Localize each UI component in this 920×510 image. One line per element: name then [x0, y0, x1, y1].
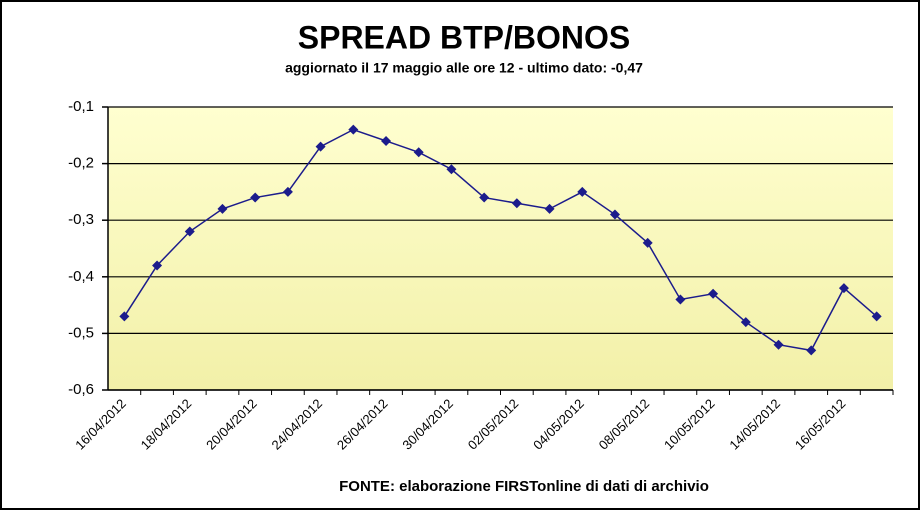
point-marker	[708, 288, 719, 299]
point-marker	[217, 203, 228, 214]
series-line	[123, 128, 878, 352]
point-marker	[152, 260, 163, 271]
chart-title: SPREAD BTP/BONOS	[298, 19, 630, 55]
y-tick-label: -0,2	[68, 155, 94, 172]
point-marker	[446, 164, 457, 175]
point-marker	[838, 283, 849, 294]
point-marker	[315, 141, 326, 152]
point-marker	[773, 339, 784, 350]
point-marker	[740, 317, 751, 328]
y-tick-label: -0,4	[68, 268, 94, 285]
y-tick-label: -0,1	[68, 98, 94, 115]
plot-area	[108, 107, 893, 390]
point-marker	[806, 345, 817, 356]
point-marker	[609, 209, 620, 220]
point-marker	[511, 198, 522, 209]
point-marker	[871, 311, 882, 322]
point-marker	[184, 226, 195, 237]
point-marker	[119, 311, 130, 322]
point-marker	[642, 237, 653, 248]
point-marker	[577, 186, 588, 197]
source-note: FONTE: elaborazione FIRSTonline di dati …	[339, 478, 709, 495]
point-marker	[250, 192, 261, 203]
y-tick-label: -0,6	[68, 381, 94, 398]
chart-subtitle: aggiornato il 17 maggio alle ore 12 - ul…	[285, 60, 643, 76]
point-marker	[675, 294, 686, 305]
point-marker	[413, 147, 424, 158]
point-marker	[544, 203, 555, 214]
y-tick-label: -0,5	[68, 324, 94, 341]
point-marker	[348, 124, 359, 135]
point-marker	[282, 186, 293, 197]
point-marker	[381, 135, 392, 146]
y-tick-label: -0,3	[68, 211, 94, 228]
point-marker	[479, 192, 490, 203]
